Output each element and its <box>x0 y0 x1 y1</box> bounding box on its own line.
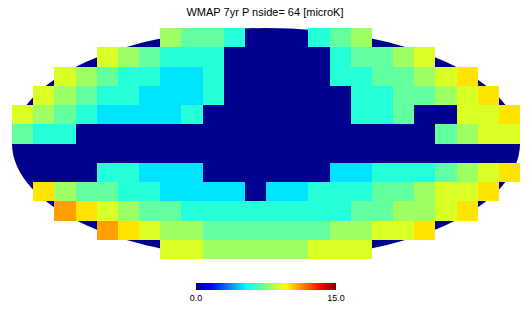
svg-text:15.0: 15.0 <box>327 293 345 303</box>
svg-text:WMAP 7yr P nside= 64 [microK]: WMAP 7yr P nside= 64 [microK] <box>186 6 343 18</box>
svg-text:0.0: 0.0 <box>190 293 203 303</box>
